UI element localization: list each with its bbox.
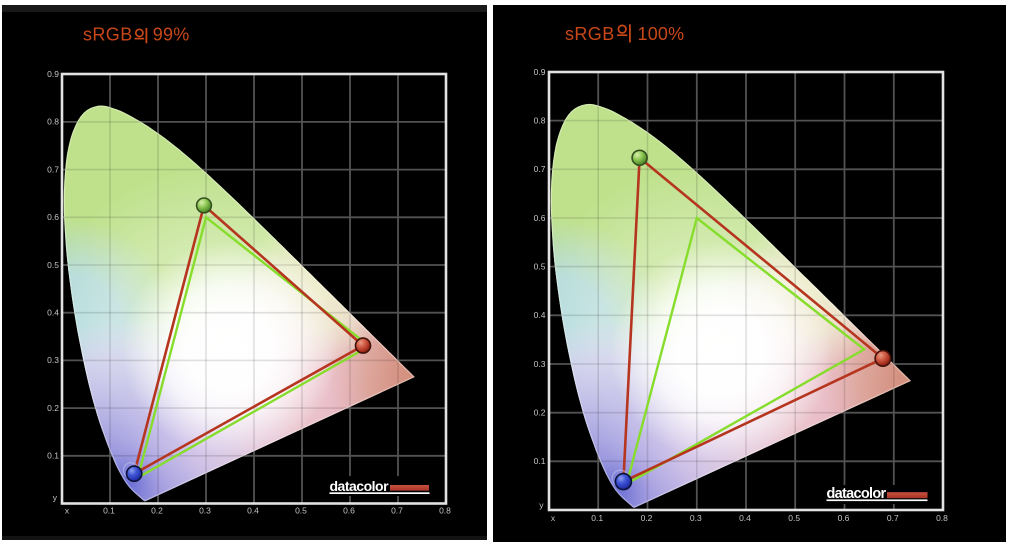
svg-text:0.3: 0.3 [534,359,546,369]
svg-text:sRGB: sRGB [565,24,615,44]
svg-text:0.2: 0.2 [151,506,163,516]
svg-text:0.5: 0.5 [788,513,800,523]
svg-text:0.1: 0.1 [534,456,546,466]
svg-text:99%: 99% [153,25,190,45]
svg-text:0.4: 0.4 [534,310,546,320]
svg-text:x: x [65,506,70,516]
svg-text:0.6: 0.6 [343,506,355,516]
svg-text:0.9: 0.9 [47,69,59,79]
svg-text:100%: 100% [638,24,685,44]
svg-text:x: x [551,513,556,523]
svg-text:0.6: 0.6 [838,513,850,523]
svg-text:0.2: 0.2 [47,403,59,413]
svg-text:0.3: 0.3 [47,355,59,365]
svg-text:0.9: 0.9 [534,67,546,77]
svg-text:y: y [53,493,58,503]
svg-text:0.7: 0.7 [887,513,899,523]
svg-text:0.7: 0.7 [534,164,546,174]
svg-text:0.8: 0.8 [534,115,546,125]
svg-text:0.7: 0.7 [391,506,403,516]
svg-text:0.8: 0.8 [439,506,451,516]
svg-text:datacolor: datacolor [330,478,390,494]
svg-text:0.6: 0.6 [534,213,546,223]
svg-text:0.8: 0.8 [47,117,59,127]
svg-text:datacolor: datacolor [827,486,887,502]
svg-text:0.4: 0.4 [247,506,259,516]
svg-text:0.2: 0.2 [534,408,546,418]
svg-text:0.5: 0.5 [295,506,307,516]
svg-text:0.5: 0.5 [534,261,546,271]
svg-text:0.8: 0.8 [936,513,948,523]
svg-text:0.6: 0.6 [47,212,59,222]
svg-text:0.1: 0.1 [103,506,115,516]
svg-text:0.4: 0.4 [47,308,59,318]
svg-text:0.7: 0.7 [47,164,59,174]
svg-text:0.1: 0.1 [47,451,59,461]
svg-text:sRGB: sRGB [83,25,133,45]
svg-text:y: y [539,500,544,510]
svg-text:0.2: 0.2 [641,513,653,523]
svg-text:0.3: 0.3 [690,513,702,523]
svg-text:0.1: 0.1 [591,513,603,523]
svg-text:0.4: 0.4 [739,513,751,523]
svg-text:0.3: 0.3 [199,506,211,516]
svg-text:0.5: 0.5 [47,260,59,270]
